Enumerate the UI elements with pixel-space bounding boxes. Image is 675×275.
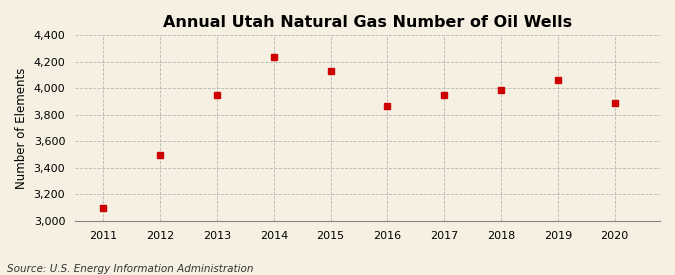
Title: Annual Utah Natural Gas Number of Oil Wells: Annual Utah Natural Gas Number of Oil We… <box>163 15 572 30</box>
Y-axis label: Number of Elements: Number of Elements <box>15 67 28 189</box>
Text: Source: U.S. Energy Information Administration: Source: U.S. Energy Information Administ… <box>7 264 253 274</box>
